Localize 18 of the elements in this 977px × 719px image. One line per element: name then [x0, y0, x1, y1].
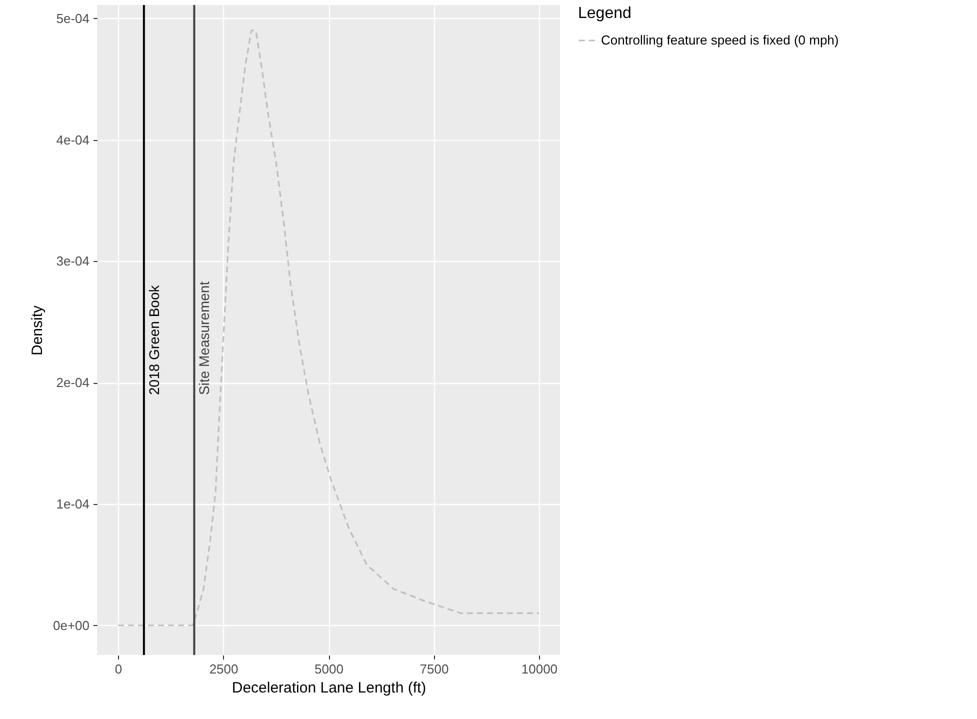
- x-tick-label: 5000: [314, 662, 344, 676]
- y-axis-title: Density: [28, 305, 46, 356]
- y-tick-label: 0e+00: [52, 618, 90, 633]
- legend-label: Controlling feature speed is fixed (0 mph): [601, 32, 839, 48]
- x-tick-label: 2500: [209, 662, 238, 676]
- y-tick-label: 3e-04: [56, 254, 90, 269]
- y-tick-label: 4e-04: [56, 132, 90, 148]
- y-tick-label: 1e-04: [56, 496, 90, 512]
- x-tick-label: 0: [114, 662, 122, 676]
- x-axis-title: Deceleration Lane Length (ft): [232, 680, 426, 696]
- legend-title: Legend: [578, 5, 632, 22]
- x-tick-label: 7500: [420, 662, 449, 676]
- ref-line-label: 2018 Green Book: [146, 284, 162, 395]
- y-tick-label: 5e-04: [56, 10, 90, 26]
- x-tick-label: 10000: [521, 662, 558, 676]
- y-tick-label: 2e-04: [56, 375, 90, 390]
- ref-line-label: Site Measurement: [196, 281, 212, 395]
- line-series: [117, 30, 540, 626]
